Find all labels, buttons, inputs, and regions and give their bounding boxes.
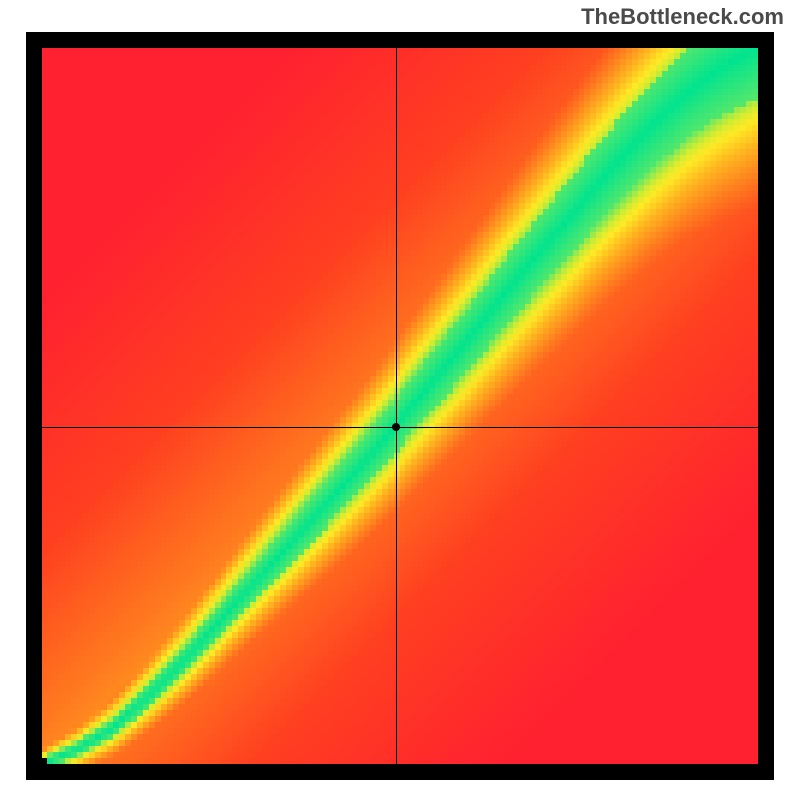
attribution-text: TheBottleneck.com <box>581 4 784 30</box>
heatmap-canvas <box>42 48 758 764</box>
heatmap-plot <box>42 48 758 764</box>
chart-wrapper: TheBottleneck.com <box>0 0 800 800</box>
chart-frame <box>26 32 774 780</box>
